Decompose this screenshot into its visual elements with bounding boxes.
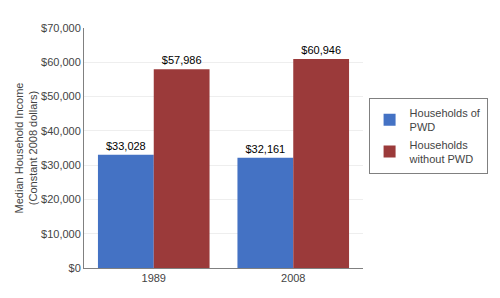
svg-text:$20,000: $20,000 [41,193,81,205]
svg-text:1989: 1989 [142,272,166,284]
svg-text:$40,000: $40,000 [41,125,81,137]
svg-text:$50,000: $50,000 [41,90,81,102]
svg-text:$0: $0 [69,262,81,274]
svg-text:$10,000: $10,000 [41,228,81,240]
svg-text:$33,028: $33,028 [106,140,146,152]
svg-text:$30,000: $30,000 [41,159,81,171]
svg-text:$60,946: $60,946 [301,44,341,56]
svg-text:$60,000: $60,000 [41,56,81,68]
svg-text:Householdswithout PWD: Householdswithout PWD [409,139,474,165]
svg-text:Households ofPWD: Households ofPWD [410,107,481,133]
svg-text:$32,161: $32,161 [245,143,285,155]
svg-text:$57,986: $57,986 [162,54,202,66]
svg-text:$70,000: $70,000 [41,22,81,34]
svg-text:2008: 2008 [281,272,305,284]
svg-text:Median Household Income(Consta: Median Household Income(Constant 2008 do… [13,83,39,214]
